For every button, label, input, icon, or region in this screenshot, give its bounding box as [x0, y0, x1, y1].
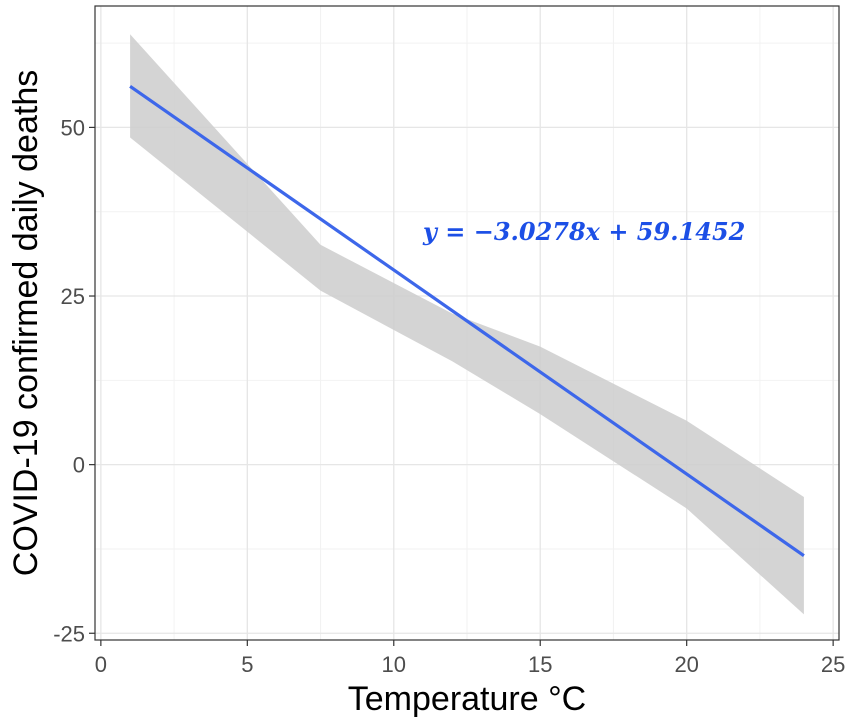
- y-axis-title: COVID-19 confirmed daily deaths: [7, 70, 45, 576]
- confidence-band: [130, 34, 804, 615]
- regression-line-layer: [129, 84, 805, 558]
- x-tick-label: 10: [382, 652, 406, 677]
- panel-border: [94, 5, 840, 641]
- x-tick-label: 20: [674, 652, 698, 677]
- regression-line: [129, 84, 805, 558]
- x-tick-label: 0: [95, 652, 107, 677]
- x-axis-ticks: 0 5 10 15 20 25: [95, 640, 845, 677]
- y-tick-label: 50: [61, 115, 85, 140]
- y-tick-label: 0: [73, 453, 85, 478]
- major-gridlines: [95, 6, 839, 640]
- x-tick-label: 25: [821, 652, 845, 677]
- regression-equation: y = −3.0278x + 59.1452: [422, 217, 745, 246]
- y-axis-ticks: -25 0 25 50: [53, 115, 95, 646]
- y-tick-label: 25: [61, 284, 85, 309]
- x-tick-label: 15: [528, 652, 552, 677]
- y-tick-label: -25: [53, 621, 85, 646]
- x-axis-title: Temperature °C: [348, 680, 586, 718]
- confidence-band-layer: [130, 34, 804, 615]
- x-tick-label: 5: [241, 652, 253, 677]
